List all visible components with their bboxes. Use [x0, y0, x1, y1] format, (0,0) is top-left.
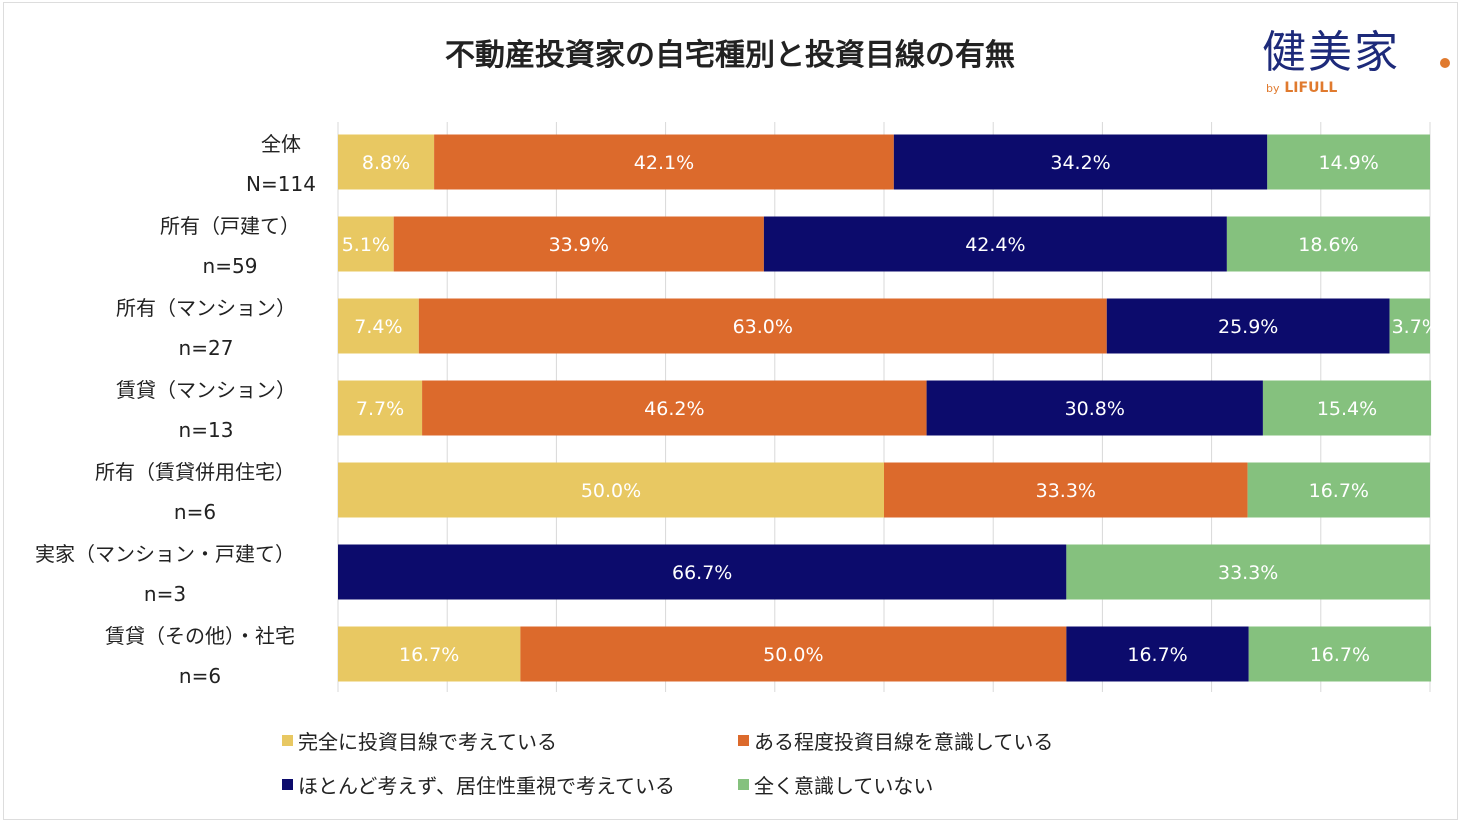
bar-segment	[520, 626, 1067, 682]
legend-item: ほとんど考えず、居住性重視で考えている	[282, 770, 675, 799]
bar-segment	[1248, 626, 1432, 682]
legend-swatch	[738, 779, 749, 790]
data-label: 18.6%	[1298, 234, 1358, 256]
legend-swatch	[738, 735, 749, 746]
category-n: n=3	[143, 582, 187, 606]
data-label: 42.4%	[965, 234, 1025, 256]
bar-segment	[763, 216, 1227, 272]
category-label: 全体 N=114	[246, 124, 316, 204]
legend-item: 完全に投資目線で考えている	[282, 726, 557, 755]
bar-segment	[1066, 626, 1249, 682]
data-label: 7.7%	[356, 398, 404, 420]
bar-segment	[338, 298, 419, 354]
category-n: n=6	[178, 664, 222, 688]
category-label: 所有（賃貸併用住宅） n=6	[95, 452, 295, 532]
data-label: 5.1%	[342, 234, 390, 256]
data-label: 63.0%	[733, 316, 793, 338]
bar-segment	[418, 298, 1107, 354]
category-name: 賃貸（その他）・社宅	[105, 624, 295, 648]
category-name: 所有（戸建て）	[160, 214, 300, 238]
legend-swatch	[282, 779, 293, 790]
bar-segment	[434, 134, 894, 190]
legend-label: 完全に投資目線で考えている	[298, 730, 557, 754]
bar-segment	[893, 134, 1268, 190]
bar-segment	[884, 462, 1248, 518]
legend-swatch	[282, 735, 293, 746]
data-label: 30.8%	[1065, 398, 1125, 420]
data-label: 16.7%	[1310, 644, 1370, 666]
bar-segment	[1267, 134, 1430, 190]
data-label: 25.9%	[1218, 316, 1278, 338]
logo-brand: LIFULL	[1284, 80, 1338, 96]
bar-segment	[422, 380, 927, 436]
data-label: 34.2%	[1050, 152, 1110, 174]
category-label: 賃貸（その他）・社宅 n=6	[105, 616, 295, 696]
data-label: 3.7%	[1392, 316, 1440, 338]
category-n: n=13	[178, 418, 234, 442]
category-name: 全体	[261, 132, 301, 156]
data-label: 15.4%	[1317, 398, 1377, 420]
bar-segment	[1247, 462, 1430, 518]
chart-title: 不動産投資家の自宅種別と投資目線の有無	[445, 38, 1015, 73]
bar-segment	[338, 462, 884, 518]
data-label: 42.1%	[634, 152, 694, 174]
bar-segment	[1389, 298, 1430, 354]
logo-text: 健美家	[1262, 27, 1400, 78]
bar-segment	[338, 544, 1067, 600]
bar-segment	[393, 216, 764, 272]
bar-segment	[1262, 380, 1432, 436]
legend-label: 全く意識していない	[754, 774, 934, 798]
legend-item: ある程度投資目線を意識している	[738, 726, 1053, 755]
category-label: 所有（マンション） n=27	[116, 288, 296, 368]
bar-segment	[1066, 544, 1430, 600]
frame	[3, 2, 1458, 820]
bar-segment	[338, 380, 423, 436]
category-name: 所有（賃貸併用住宅）	[95, 460, 295, 484]
logo: 健美家 by LIFULL	[1262, 16, 1450, 96]
legend-label: ほとんど考えず、居住性重視で考えている	[298, 774, 675, 798]
logo-dot	[1440, 58, 1450, 68]
category-n: n=6	[173, 500, 217, 524]
data-label: 33.9%	[549, 234, 609, 256]
bar-segment	[1226, 216, 1430, 272]
bar-segment	[338, 626, 521, 682]
bar-segment	[338, 216, 394, 272]
data-label: 33.3%	[1036, 480, 1096, 502]
data-label: 16.7%	[1309, 480, 1369, 502]
bar-segment	[1106, 298, 1390, 354]
category-label: 賃貸（マンション） n=13	[116, 370, 296, 450]
category-n: n=27	[178, 336, 234, 360]
data-label: 50.0%	[763, 644, 823, 666]
data-label: 16.7%	[399, 644, 459, 666]
data-label: 7.4%	[354, 316, 402, 338]
bar-segment	[338, 134, 435, 190]
category-name: 賃貸（マンション）	[116, 378, 296, 402]
legend-label: ある程度投資目線を意識している	[754, 730, 1054, 754]
category-name: 所有（マンション）	[116, 296, 296, 320]
data-label: 33.3%	[1218, 562, 1278, 584]
category-name: 実家（マンション・戸建て）	[35, 542, 295, 566]
data-label: 14.9%	[1318, 152, 1378, 174]
bar-segment	[926, 380, 1263, 436]
data-label: 46.2%	[644, 398, 704, 420]
data-label: 16.7%	[1127, 644, 1187, 666]
category-label: 所有（戸建て） n=59	[160, 206, 300, 286]
data-label: 8.8%	[362, 152, 410, 174]
legend-item: 全く意識していない	[738, 770, 933, 799]
category-n: N=114	[246, 172, 316, 196]
data-label: 66.7%	[672, 562, 732, 584]
category-n: n=59	[202, 254, 258, 278]
data-label: 50.0%	[581, 480, 641, 502]
category-label: 実家（マンション・戸建て） n=3	[35, 534, 295, 614]
logo-by: by	[1266, 82, 1280, 95]
